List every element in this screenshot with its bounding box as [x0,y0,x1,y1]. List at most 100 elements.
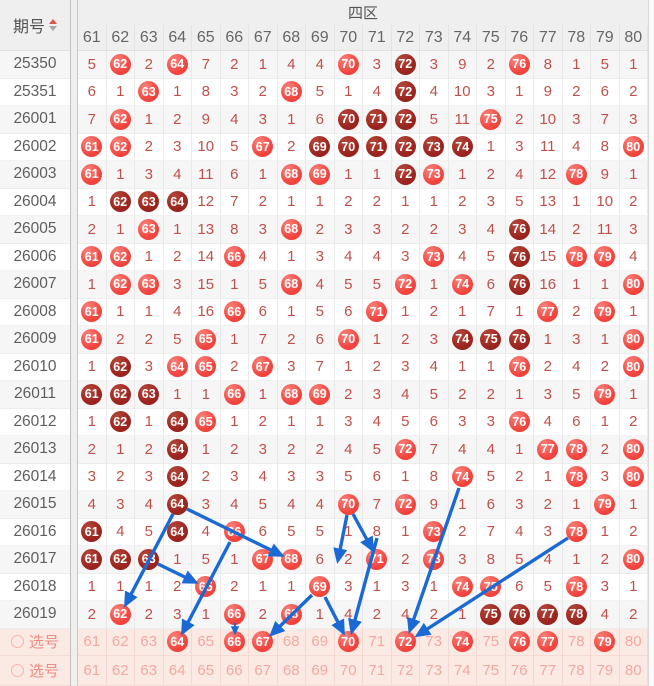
number-ball-72[interactable]: 72 [394,631,416,653]
miss-count: 4 [392,601,420,628]
miss-count: 4 [620,243,648,270]
column-header-63: 63 [135,25,164,50]
sort-icon[interactable] [49,19,57,31]
selection-number[interactable]: 64 [164,656,192,685]
sort-desc-icon[interactable] [49,26,57,31]
drawn-number-cell: 63 [135,188,164,215]
number-ball-74[interactable]: 74 [451,631,473,653]
selection-radio-button[interactable] [10,664,24,677]
selection-number[interactable]: 63 [135,656,164,685]
number-ball-66[interactable]: 66 [223,631,245,653]
number-ball-77[interactable]: 77 [537,631,559,653]
miss-count: 2 [420,216,449,243]
miss-count: 2 [278,326,306,353]
selection-number[interactable]: 69 [306,628,335,655]
selection-number[interactable]: 63 [135,628,164,655]
number-ball-72: 72 [394,108,416,130]
miss-count: 2 [78,436,107,463]
number-ball-73: 73 [423,163,445,185]
drawn-number-cell: 77 [534,601,563,628]
selection-number[interactable]: 65 [192,628,221,655]
number-ball-76: 76 [508,328,530,350]
number-ball-77: 77 [537,603,559,625]
number-ball-62: 62 [109,548,131,570]
drawn-number-cell: 67 [249,546,278,573]
number-ball-68: 68 [280,603,302,625]
selection-number[interactable]: 61 [78,628,107,655]
data-row-26002: 26002 61 62 2 3 10 5 67 2 69 70 71 72 73 74 1 3 11 4 8 80 [0,133,654,161]
selected-number-cell: 74 [449,628,477,655]
miss-count: 5 [306,518,335,545]
number-ball-61: 61 [81,163,103,185]
selection-number[interactable]: 73 [420,628,449,655]
selection-number[interactable]: 71 [363,656,392,685]
miss-count: 1 [506,298,534,325]
selection-number[interactable]: 75 [477,656,506,685]
miss-count: 8 [363,518,392,545]
miss-count: 8 [591,133,620,160]
drawn-number-cell: 71 [363,106,392,133]
miss-count: 3 [135,161,164,188]
number-ball-76[interactable]: 76 [508,631,530,653]
period-column-header[interactable]: 期号 [0,0,70,51]
miss-count: 4 [591,601,620,628]
number-ball-75: 75 [480,328,502,350]
selection-number[interactable]: 75 [477,628,506,655]
miss-count: 1 [534,463,563,490]
right-edge-scrollbar[interactable] [648,0,654,686]
selection-number[interactable]: 71 [363,628,392,655]
drawn-number-cell: 67 [249,133,278,160]
selection-number[interactable]: 78 [563,656,591,685]
miss-count: 4 [449,436,477,463]
miss-count: 4 [534,546,563,573]
drawn-number-cell: 70 [335,491,363,518]
sort-asc-icon[interactable] [49,19,57,24]
drawn-number-cell: 72 [392,161,420,188]
number-ball-79[interactable]: 79 [594,631,616,653]
number-ball-72: 72 [394,81,416,103]
column-header-66: 66 [221,25,249,50]
number-ball-64[interactable]: 64 [166,631,188,653]
miss-count: 7 [591,106,620,133]
selection-number[interactable]: 79 [591,656,620,685]
selected-number-cell: 79 [591,628,620,655]
miss-count: 6 [563,408,591,435]
selection-number[interactable]: 73 [420,656,449,685]
selection-number[interactable]: 80 [620,656,648,685]
selection-number[interactable]: 78 [563,628,591,655]
selection-number[interactable]: 74 [449,656,477,685]
selection-number[interactable]: 62 [107,628,135,655]
miss-count: 1 [135,243,164,270]
miss-count: 1 [278,298,306,325]
data-row-26014: 26014 3 2 3 64 2 3 4 3 3 5 6 1 8 74 5 2 1 78 3 80 [0,463,654,491]
number-ball-80: 80 [622,356,644,378]
selection-number[interactable]: 76 [506,656,534,685]
selection-number[interactable]: 68 [278,656,306,685]
selected-number-cell: 77 [534,628,563,655]
number-ball-65: 65 [195,328,217,350]
selection-number[interactable]: 67 [249,656,278,685]
miss-count: 13 [534,188,563,215]
column-header-78: 78 [563,25,591,50]
drawn-number-cell: 62 [107,381,135,408]
selection-number[interactable]: 72 [392,656,420,685]
selection-number[interactable]: 70 [335,656,363,685]
pane-divider[interactable] [70,0,78,686]
selection-number[interactable]: 68 [278,628,306,655]
selection-number[interactable]: 62 [107,656,135,685]
data-row-26003: 26003 61 1 3 4 11 6 1 68 69 1 1 72 73 1 2 4 12 78 9 1 [0,161,654,189]
drawn-number-cell: 62 [107,546,135,573]
number-ball-62: 62 [109,411,131,433]
selection-number[interactable]: 66 [221,656,249,685]
number-ball-75: 75 [480,603,502,625]
selection-number[interactable]: 61 [78,656,107,685]
selection-number[interactable]: 80 [620,628,648,655]
selection-number[interactable]: 77 [534,656,563,685]
number-ball-70[interactable]: 70 [337,631,359,653]
selection-number[interactable]: 69 [306,656,335,685]
drawn-number-cell: 64 [164,188,192,215]
miss-count: 1 [278,188,306,215]
selection-number[interactable]: 65 [192,656,221,685]
number-ball-67[interactable]: 67 [252,631,274,653]
selection-radio-button[interactable] [10,635,24,649]
